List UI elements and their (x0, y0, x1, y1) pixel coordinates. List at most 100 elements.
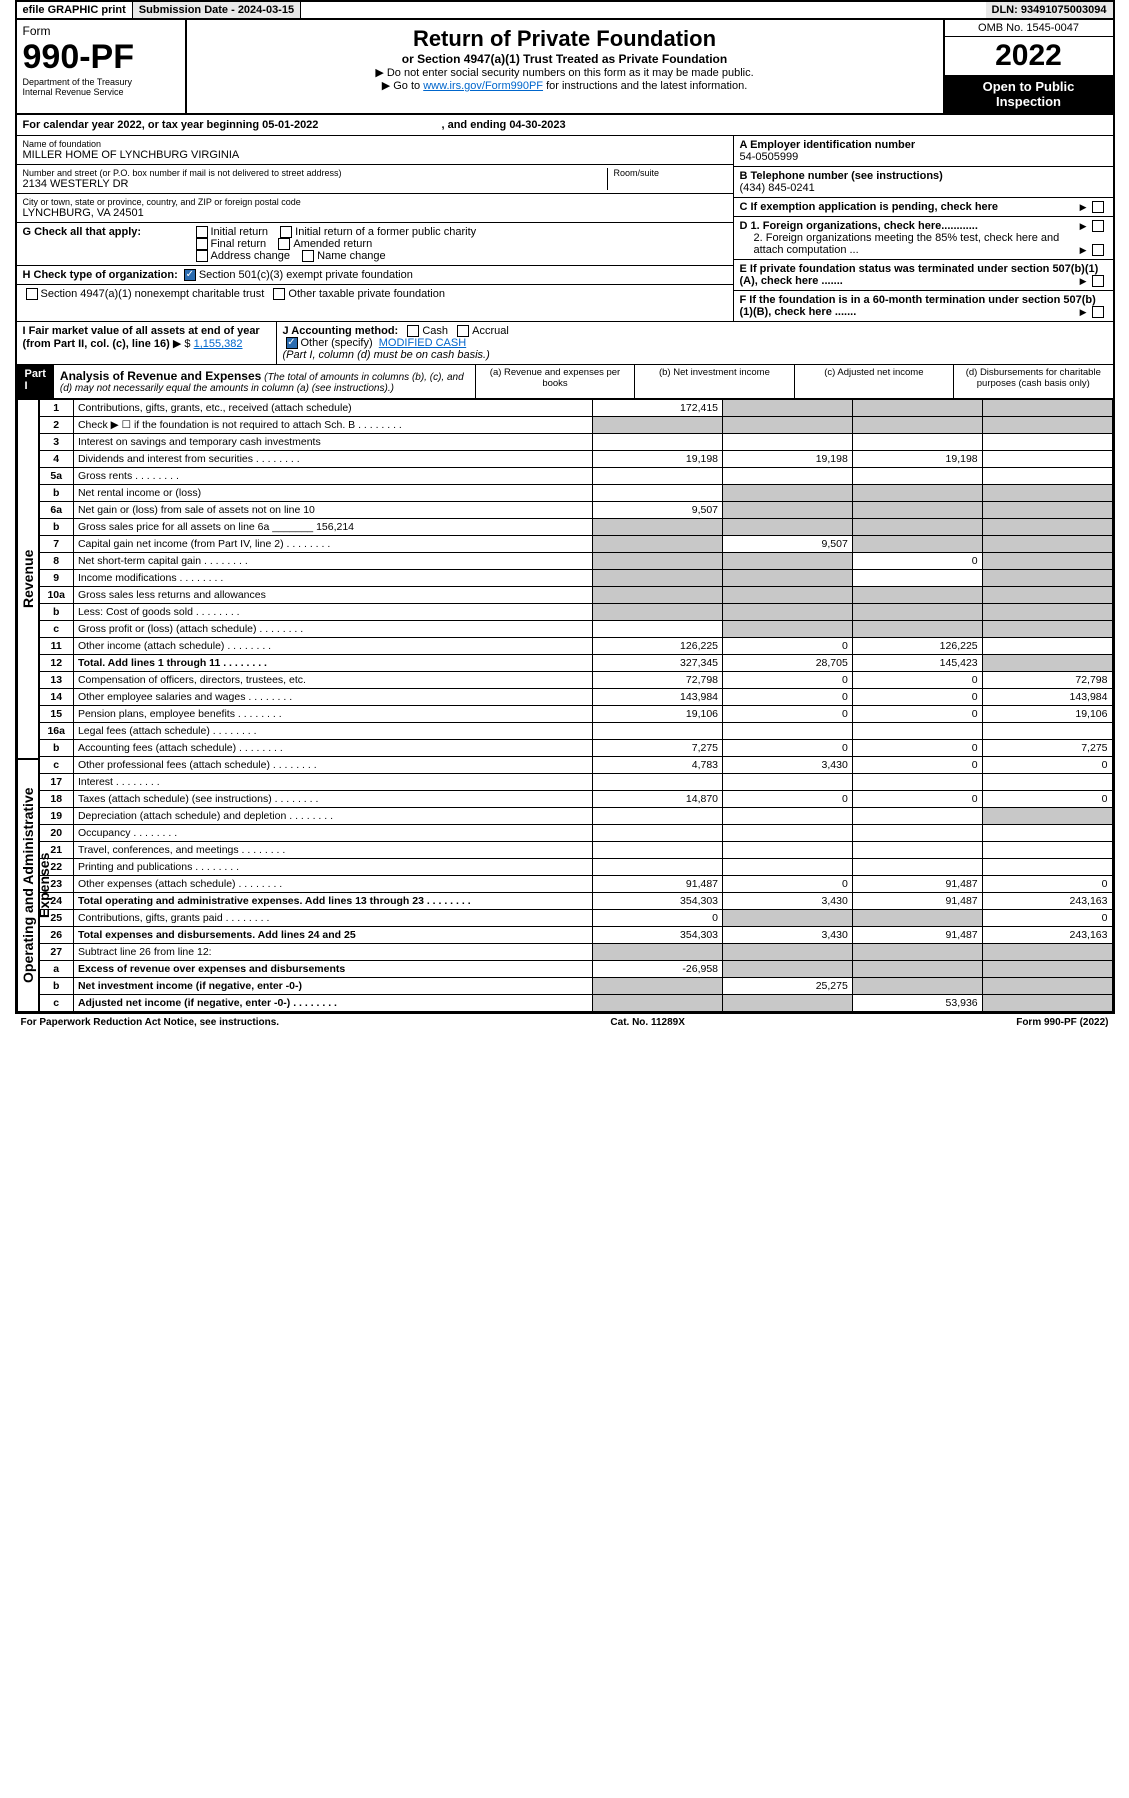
d1-label: D 1. Foreign organizations, check here..… (740, 220, 978, 232)
part1-header-row: Part I Analysis of Revenue and Expenses … (17, 365, 1113, 399)
form-ref: Form 990-PF (2022) (1016, 1017, 1108, 1028)
table-row: 20Occupancy . . . . . . . . (39, 825, 1112, 842)
part1-grid: Revenue Operating and Administrative Exp… (17, 399, 1113, 1012)
f-checkbox[interactable] (1092, 306, 1104, 318)
501c3-checkbox[interactable] (184, 269, 196, 281)
table-row: cOther professional fees (attach schedul… (39, 757, 1112, 774)
room-label: Room/suite (614, 168, 727, 178)
tax-year: 2022 (945, 37, 1113, 75)
table-row: 15Pension plans, employee benefits . . .… (39, 706, 1112, 723)
table-row: aExcess of revenue over expenses and dis… (39, 961, 1112, 978)
instr-1: ▶ Do not enter social security numbers o… (193, 66, 937, 79)
table-row: 5aGross rents . . . . . . . . (39, 468, 1112, 485)
fmv-link[interactable]: 1,155,382 (194, 338, 243, 350)
form990pf-link[interactable]: www.irs.gov/Form990PF (423, 80, 543, 92)
cal-end: , and ending 04-30-2023 (441, 119, 565, 131)
table-row: 19Depreciation (attach schedule) and dep… (39, 808, 1112, 825)
4947a1-checkbox[interactable] (26, 288, 38, 300)
cal-begin: For calendar year 2022, or tax year begi… (23, 119, 319, 131)
d2-label: 2. Foreign organizations meeting the 85%… (754, 232, 1060, 256)
open-public: Open to Public Inspection (945, 75, 1113, 113)
footer: For Paperwork Reduction Act Notice, see … (15, 1014, 1115, 1031)
col-c-hdr: (c) Adjusted net income (794, 365, 953, 398)
amended-return-checkbox[interactable] (278, 238, 290, 250)
j-other: Other (specify) (301, 337, 373, 349)
c-label: C If exemption application is pending, c… (740, 201, 999, 213)
method-spec-link[interactable]: MODIFIED CASH (379, 337, 466, 349)
table-row: 25Contributions, gifts, grants paid . . … (39, 910, 1112, 927)
table-row: 17Interest . . . . . . . . (39, 774, 1112, 791)
address-change-checkbox[interactable] (196, 250, 208, 262)
final-return-checkbox[interactable] (196, 238, 208, 250)
h-o1: Section 501(c)(3) exempt private foundat… (199, 269, 413, 281)
box-h: H Check type of organization: Section 50… (17, 266, 733, 285)
other-method-checkbox[interactable] (286, 337, 298, 349)
omb-number: OMB No. 1545-0047 (945, 20, 1113, 37)
instr2-post: for instructions and the latest informat… (543, 80, 747, 92)
table-row: 16aLegal fees (attach schedule) . . . . … (39, 723, 1112, 740)
j-label: J Accounting method: (283, 325, 399, 337)
g-o2: Initial return of a former public charit… (295, 226, 476, 238)
name-change-checkbox[interactable] (302, 250, 314, 262)
table-row: 11Other income (attach schedule) . . . .… (39, 638, 1112, 655)
table-row: 24Total operating and administrative exp… (39, 893, 1112, 910)
col-b-hdr: (b) Net investment income (634, 365, 793, 398)
phone-value: (434) 845-0241 (740, 182, 1107, 194)
h-label: H Check type of organization: (23, 269, 178, 281)
table-row: bLess: Cost of goods sold . . . . . . . … (39, 604, 1112, 621)
h-o2: Section 4947(a)(1) nonexempt charitable … (41, 288, 265, 300)
table-row: 1Contributions, gifts, grants, etc., rec… (39, 400, 1112, 417)
other-taxable-checkbox[interactable] (273, 288, 285, 300)
table-row: 23Other expenses (attach schedule) . . .… (39, 876, 1112, 893)
box-i-j: I Fair market value of all assets at end… (17, 322, 1113, 365)
c-checkbox[interactable] (1092, 201, 1104, 213)
dept: Department of the Treasury (23, 77, 179, 87)
e-checkbox[interactable] (1092, 275, 1104, 287)
initial-return-checkbox[interactable] (196, 226, 208, 238)
box-g: G Check all that apply: Initial return I… (17, 223, 733, 266)
g-o5: Address change (211, 250, 291, 262)
table-row: 2Check ▶ ☐ if the foundation is not requ… (39, 417, 1112, 434)
col-a-hdr: (a) Revenue and expenses per books (475, 365, 634, 398)
cash-checkbox[interactable] (407, 325, 419, 337)
submission-date: Submission Date - 2024-03-15 (133, 2, 301, 18)
table-row: 9Income modifications . . . . . . . . (39, 570, 1112, 587)
identity-section: Name of foundation MILLER HOME OF LYNCHB… (17, 136, 1113, 322)
table-row: 3Interest on savings and temporary cash … (39, 434, 1112, 451)
e-label: E If private foundation status was termi… (740, 263, 1099, 287)
initial-former-checkbox[interactable] (280, 226, 292, 238)
form-title: Return of Private Foundation (193, 26, 937, 52)
instr-2: ▶ Go to www.irs.gov/Form990PF for instru… (193, 79, 937, 92)
part1-title: Analysis of Revenue and Expenses (60, 369, 261, 383)
city-label: City or town, state or province, country… (23, 197, 727, 207)
f-label: F If the foundation is in a 60-month ter… (740, 294, 1096, 318)
name-label: Name of foundation (23, 139, 727, 149)
table-row: 21Travel, conferences, and meetings . . … (39, 842, 1112, 859)
table-row: 10aGross sales less returns and allowanc… (39, 587, 1112, 604)
revenue-side: Revenue (17, 399, 39, 759)
ein-label: A Employer identification number (740, 139, 1107, 151)
table-row: 26Total expenses and disbursements. Add … (39, 927, 1112, 944)
top-bar: efile GRAPHIC print Submission Date - 20… (17, 2, 1113, 20)
table-row: 18Taxes (attach schedule) (see instructi… (39, 791, 1112, 808)
form-word: Form (23, 24, 179, 38)
table-row: 8Net short-term capital gain . . . . . .… (39, 553, 1112, 570)
calendar-year: For calendar year 2022, or tax year begi… (17, 115, 1113, 136)
table-row: 22Printing and publications . . . . . . … (39, 859, 1112, 876)
efile-label[interactable]: efile GRAPHIC print (17, 2, 133, 18)
form-header: Form 990-PF Department of the Treasury I… (17, 20, 1113, 115)
addr-label: Number and street (or P.O. box number if… (23, 168, 607, 178)
d2-checkbox[interactable] (1092, 244, 1104, 256)
part1-table: 1Contributions, gifts, grants, etc., rec… (39, 399, 1113, 1012)
form-number: 990-PF (23, 38, 179, 77)
table-row: 4Dividends and interest from securities … (39, 451, 1112, 468)
city-state-zip: LYNCHBURG, VA 24501 (23, 207, 727, 219)
form-subtitle: or Section 4947(a)(1) Trust Treated as P… (193, 52, 937, 66)
col-d-hdr: (d) Disbursements for charitable purpose… (953, 365, 1112, 398)
table-row: bGross sales price for all assets on lin… (39, 519, 1112, 536)
ein-value: 54-0505999 (740, 151, 1107, 163)
d1-checkbox[interactable] (1092, 220, 1104, 232)
accrual-checkbox[interactable] (457, 325, 469, 337)
phone-label: B Telephone number (see instructions) (740, 170, 1107, 182)
g-o1: Initial return (211, 226, 268, 238)
